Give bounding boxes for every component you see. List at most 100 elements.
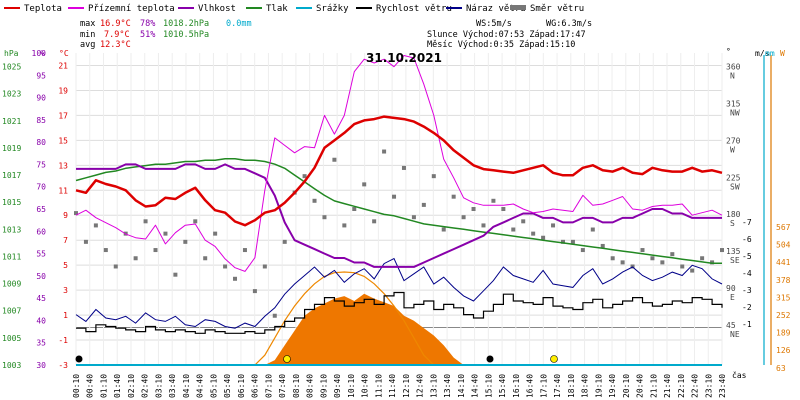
- x-tick-label: 14:10: [457, 374, 466, 398]
- tick-pct: 95: [36, 71, 46, 80]
- axis-label-pct: %: [40, 49, 45, 58]
- x-tick-label: 07:40: [278, 374, 287, 398]
- tick-c: 7: [63, 236, 68, 245]
- tick-c: 19: [58, 86, 68, 95]
- wind-dir-point: [670, 252, 675, 257]
- x-tick-label: 05:10: [209, 374, 218, 398]
- tick-w: 315: [776, 293, 791, 302]
- wind-dir-point: [411, 215, 416, 220]
- x-tick-label: 11:10: [374, 374, 383, 398]
- tick-c: 15: [58, 136, 68, 145]
- wind-dir-point: [441, 227, 446, 232]
- tick-c: -1: [58, 336, 68, 345]
- wind-dir-point: [153, 248, 158, 253]
- x-tick-label: 22:40: [691, 374, 700, 398]
- tick-pct: 85: [36, 116, 46, 125]
- wind-dir-point: [382, 149, 387, 154]
- moon-rise-marker: [75, 355, 83, 363]
- x-tick-label: 03:10: [154, 374, 163, 398]
- stat-max-hum: 78%: [140, 19, 155, 29]
- tick-pct: 80: [36, 138, 46, 147]
- x-tick-label: 15:10: [484, 374, 493, 398]
- wind-dir-point: [282, 239, 287, 244]
- wind-dir-point: [551, 223, 556, 228]
- wind-dir-point: [262, 264, 267, 269]
- stat-precip: 0.0mm: [226, 19, 252, 29]
- x-tick-label: 12:10: [402, 374, 411, 398]
- stat-min-label: min: [80, 30, 95, 40]
- stat-sun: Slunce Východ:07:53 Západ:17:47: [427, 30, 586, 40]
- axis-label-hpa: hPa: [4, 49, 19, 58]
- wind-dir-point: [322, 215, 327, 220]
- x-tick-label: 20:40: [636, 374, 645, 398]
- tick-hpa: 1023: [2, 90, 21, 99]
- tick-dir-name: NW: [730, 108, 740, 117]
- series-wind-speed: [76, 291, 723, 334]
- tick-pct: 100: [32, 49, 47, 58]
- tick-ms: -5: [742, 252, 752, 261]
- legend-naraz-vetru: Náraz větru: [466, 4, 526, 14]
- x-tick-label: 16:40: [526, 374, 535, 398]
- x-tick-label: 23:40: [718, 374, 727, 398]
- legend-teplota: Teplota: [24, 4, 62, 14]
- wind-dir-point: [352, 207, 357, 211]
- wind-dir-point: [103, 248, 108, 253]
- tick-ms: -3: [742, 286, 752, 295]
- wind-dir-point: [590, 227, 595, 232]
- wind-dir-point: [541, 235, 546, 240]
- series-pressure: [75, 158, 722, 265]
- x-tick-label: 00:40: [86, 374, 95, 398]
- tick-ms: -1: [742, 320, 752, 329]
- moon-set-marker: [486, 355, 494, 363]
- series-humidity: [76, 163, 722, 268]
- x-tick-label: 20:10: [622, 374, 631, 398]
- x-tick-label: 08:40: [306, 374, 315, 398]
- tick-pct: 35: [36, 339, 46, 348]
- wind-dir-point: [233, 276, 238, 281]
- wind-dir-point: [580, 248, 585, 253]
- wind-dir-point: [690, 268, 695, 273]
- legend-prizemni-teplota: Přízemní teplota: [88, 4, 175, 14]
- legend-srazky: Srážky: [316, 4, 349, 14]
- tick-dir: 315: [726, 99, 741, 108]
- x-tick-label: 18:10: [567, 374, 576, 398]
- wind-dir-point: [242, 248, 247, 253]
- tick-c: 17: [58, 111, 68, 120]
- wind-dir-point: [74, 211, 78, 216]
- x-tick-label: 12:40: [416, 374, 425, 398]
- stat-ws: WS:5m/s: [476, 19, 512, 29]
- tick-hpa: 1013: [2, 225, 21, 234]
- axes-layer: 21191715131197531-1-31009590858075706560…: [2, 49, 791, 398]
- solar-area: [76, 293, 722, 365]
- stat-min-hum: 51%: [140, 30, 155, 40]
- tick-dir: 45: [726, 321, 736, 330]
- tick-dir: 225: [726, 173, 741, 182]
- stat-wg: WG:6.3m/s: [546, 19, 592, 29]
- wind-dir-point: [83, 239, 88, 244]
- series-temperature: [75, 115, 723, 227]
- x-tick-label: 23:10: [704, 374, 713, 398]
- tick-pct: 90: [36, 94, 46, 103]
- tick-c: 5: [63, 261, 68, 270]
- tick-hpa: 1021: [2, 117, 21, 126]
- wind-dir-point: [650, 256, 655, 261]
- tick-dir-name: NE: [730, 330, 740, 339]
- legend-vlhkost: Vlhkost: [198, 4, 236, 14]
- wind-dir-point: [491, 198, 496, 203]
- tick-c: 21: [58, 61, 68, 70]
- legend-swatch-smer: [510, 5, 526, 10]
- x-tick-label: 14:40: [471, 374, 480, 398]
- x-tick-label: 21:40: [663, 374, 672, 398]
- wind-dir-point: [451, 194, 456, 199]
- sunrise-marker: [283, 355, 291, 363]
- x-tick-label: 09:10: [319, 374, 328, 398]
- tick-hpa: 1005: [2, 334, 21, 343]
- wind-dir-point: [421, 202, 426, 207]
- x-tick-label: 06:40: [251, 374, 260, 398]
- stat-moon: Měsíc Východ:0:35 Západ:15:10: [427, 40, 575, 50]
- wind-dir-point: [252, 289, 257, 294]
- axis-label-ms: m/s: [755, 49, 770, 58]
- tick-w: 567: [776, 223, 791, 232]
- wind-dir-point: [461, 215, 466, 220]
